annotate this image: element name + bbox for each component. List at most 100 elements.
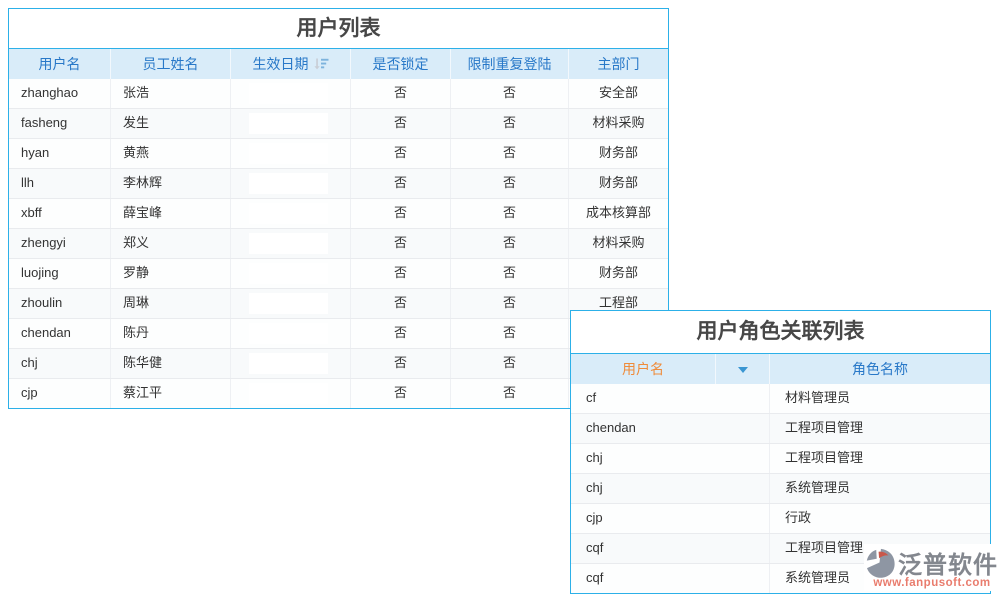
cell-main-dept: 材料采购	[592, 115, 645, 130]
filter-dropdown-cell[interactable]	[716, 354, 770, 384]
cell-locked: 否	[351, 289, 451, 318]
cell-username: chj	[9, 349, 111, 378]
cell-employee-name: 陈华健	[111, 349, 231, 378]
date-input[interactable]	[249, 293, 328, 314]
cell-repeat-login: 否	[451, 199, 569, 228]
cell-role-username: cqf	[571, 564, 770, 593]
cell-main-dept: 材料采购	[592, 235, 645, 250]
role-table-row[interactable]: cjp 行政	[571, 503, 990, 533]
cell-effective-date	[231, 109, 351, 138]
col-header-locked[interactable]: 是否锁定	[351, 49, 451, 79]
date-input[interactable]	[249, 323, 328, 344]
cell-employee-name: 罗静	[111, 259, 231, 288]
role-table-row[interactable]: chendan 工程项目管理	[571, 413, 990, 443]
fanpu-url-text: www.fanpusoft.com	[873, 577, 991, 589]
role-table-row[interactable]: chj 工程项目管理	[571, 443, 990, 473]
cell-role-name: 系统管理员	[785, 480, 851, 495]
cell-role-name: 行政	[785, 510, 812, 525]
col-header-effective-date[interactable]: 生效日期	[231, 49, 351, 79]
date-input[interactable]	[249, 233, 328, 254]
user-table-row[interactable]: hyan 黄燕 否 否 财务部	[9, 138, 668, 168]
col-header-main-dept[interactable]: 主部门	[597, 56, 640, 72]
cell-role-name: 工程项目管理	[785, 540, 864, 555]
date-input[interactable]	[249, 83, 328, 104]
cell-username: zhoulin	[9, 289, 111, 318]
cell-main-dept: 财务部	[598, 175, 638, 190]
cell-repeat-login: 否	[451, 349, 569, 378]
user-table-row[interactable]: zhengyi 郑义 否 否 材料采购	[9, 228, 668, 258]
cell-username: llh	[9, 169, 111, 198]
col-header-role-name[interactable]: 角色名称	[852, 361, 908, 377]
role-table-row[interactable]: chj 系统管理员	[571, 473, 990, 503]
cell-repeat-login: 否	[451, 229, 569, 258]
user-table-row[interactable]: luojing 罗静 否 否 财务部	[9, 258, 668, 288]
cell-effective-date	[231, 259, 351, 288]
cell-effective-date	[231, 229, 351, 258]
date-input[interactable]	[249, 353, 328, 374]
cell-locked: 否	[351, 319, 451, 348]
date-input[interactable]	[249, 173, 328, 194]
date-input[interactable]	[249, 383, 328, 404]
cell-locked: 否	[351, 199, 451, 228]
cell-effective-date	[231, 379, 351, 408]
date-input[interactable]	[249, 263, 328, 284]
cell-employee-name: 发生	[111, 109, 231, 138]
cell-effective-date	[231, 169, 351, 198]
cell-repeat-login: 否	[451, 319, 569, 348]
cell-locked: 否	[351, 139, 451, 168]
cell-repeat-login: 否	[451, 289, 569, 318]
cell-employee-name: 郑义	[111, 229, 231, 258]
cell-repeat-login: 否	[451, 139, 569, 168]
date-input[interactable]	[249, 113, 328, 134]
user-list-title: 用户列表	[9, 9, 668, 49]
cell-username: hyan	[9, 139, 111, 168]
cell-role-username: chj	[571, 474, 770, 503]
cell-role-name: 系统管理员	[785, 570, 851, 585]
sort-icon[interactable]	[313, 58, 329, 70]
user-table-row[interactable]: chendan 陈丹 否 否	[9, 318, 668, 348]
cell-employee-name: 周琳	[111, 289, 231, 318]
cell-effective-date	[231, 79, 351, 108]
cell-main-dept: 安全部	[598, 85, 638, 100]
cell-employee-name: 李林辉	[111, 169, 231, 198]
user-table-row[interactable]: cjp 蔡江平 否 否	[9, 378, 668, 408]
user-table-row[interactable]: zhanghao 张浩 否 否 安全部	[9, 79, 668, 108]
cell-effective-date	[231, 199, 351, 228]
user-table-row[interactable]: llh 李林辉 否 否 财务部	[9, 168, 668, 198]
cell-repeat-login: 否	[451, 259, 569, 288]
col-header-role-username[interactable]: 用户名	[571, 354, 716, 384]
cell-username: zhengyi	[9, 229, 111, 258]
cell-employee-name: 黄燕	[111, 139, 231, 168]
user-table-row[interactable]: fasheng 发生 否 否 材料采购	[9, 108, 668, 138]
col-header-repeat-login[interactable]: 限制重复登陆	[451, 49, 569, 79]
role-table-row[interactable]: cf 材料管理员	[571, 384, 990, 413]
cell-effective-date	[231, 289, 351, 318]
cell-role-username: cqf	[571, 534, 770, 563]
col-header-employee-name[interactable]: 员工姓名	[111, 49, 231, 79]
cell-repeat-login: 否	[451, 169, 569, 198]
fanpu-watermark-top: 泛普软件	[864, 545, 1000, 580]
cell-employee-name: 张浩	[111, 79, 231, 108]
user-list-header-row: 用户名 员工姓名 生效日期 是否锁定 限制重复登陆 主部门	[9, 49, 668, 79]
col-header-username[interactable]: 用户名	[9, 49, 111, 79]
cell-main-dept: 工程部	[598, 295, 638, 310]
cell-role-name: 工程项目管理	[785, 450, 864, 465]
cell-employee-name: 薛宝峰	[111, 199, 231, 228]
cell-role-username: cf	[571, 384, 770, 413]
cell-username: fasheng	[9, 109, 111, 138]
cell-main-dept: 财务部	[598, 265, 638, 280]
user-table-row[interactable]: chj 陈华健 否 否	[9, 348, 668, 378]
date-input[interactable]	[249, 143, 328, 164]
cell-locked: 否	[351, 229, 451, 258]
cell-employee-name: 陈丹	[111, 319, 231, 348]
fanpu-brand-text: 泛普软件	[898, 552, 998, 579]
cell-effective-date	[231, 139, 351, 168]
cell-repeat-login: 否	[451, 79, 569, 108]
cell-username: xbff	[9, 199, 111, 228]
cell-username: zhanghao	[9, 79, 111, 108]
cell-main-dept: 财务部	[598, 145, 638, 160]
user-table-row[interactable]: zhoulin 周琳 否 否 工程部	[9, 288, 668, 318]
date-input[interactable]	[249, 203, 328, 224]
user-table-row[interactable]: xbff 薛宝峰 否 否 成本核算部	[9, 198, 668, 228]
cell-repeat-login: 否	[451, 109, 569, 138]
